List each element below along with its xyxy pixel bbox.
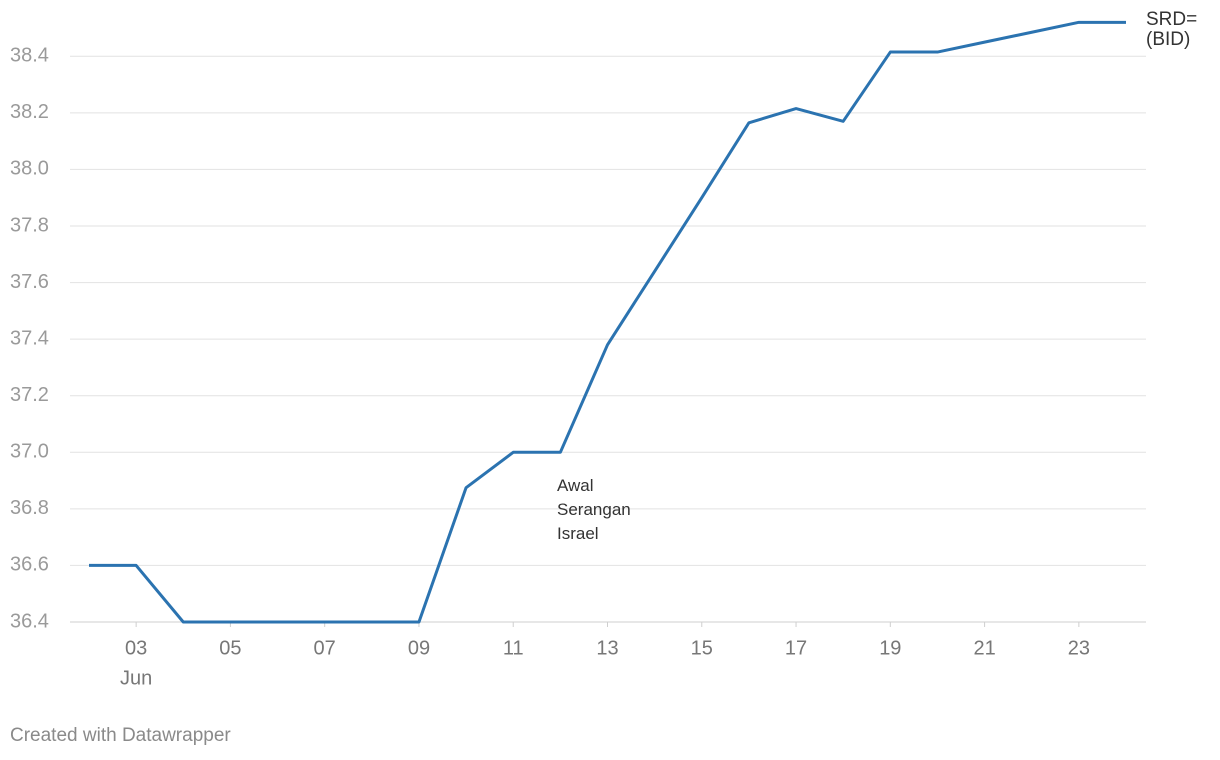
y-tick-label: 36.8 <box>10 497 49 519</box>
x-tick-label: 17 <box>785 637 807 659</box>
y-tick-label: 37.4 <box>10 327 49 349</box>
annotation: Awal Serangan Israel <box>557 476 631 543</box>
x-tick-label: 23 <box>1068 637 1090 659</box>
x-tick-label: 03 <box>125 637 147 659</box>
x-tick-label: 15 <box>691 637 713 659</box>
y-tick-label: 38.0 <box>10 158 49 180</box>
x-tick-label: 21 <box>973 637 995 659</box>
footer: Created with Datawrapper <box>10 725 231 746</box>
x-tick-label: 05 <box>219 637 241 659</box>
y-tick-label: 37.6 <box>10 271 49 293</box>
y-tick-label: 37.0 <box>10 441 49 463</box>
x-period-label: Jun <box>120 667 152 689</box>
y-tick-label: 36.6 <box>10 554 49 576</box>
y-tick-label: 38.2 <box>10 101 49 123</box>
x-tick-label: 13 <box>596 637 618 659</box>
x-tick-label: 11 <box>503 637 524 659</box>
y-tick-label: 37.8 <box>10 214 49 236</box>
series-label: SRD= (BID) <box>1146 9 1198 51</box>
series-line <box>89 20 1126 624</box>
x-tick-label: 07 <box>314 637 336 659</box>
y-tick-label: 37.2 <box>10 384 49 406</box>
y-tick-label: 36.4 <box>10 610 49 632</box>
x-tick-label: 19 <box>879 637 901 659</box>
x-tick-label: 09 <box>408 637 430 659</box>
y-tick-label: 38.4 <box>10 45 49 67</box>
